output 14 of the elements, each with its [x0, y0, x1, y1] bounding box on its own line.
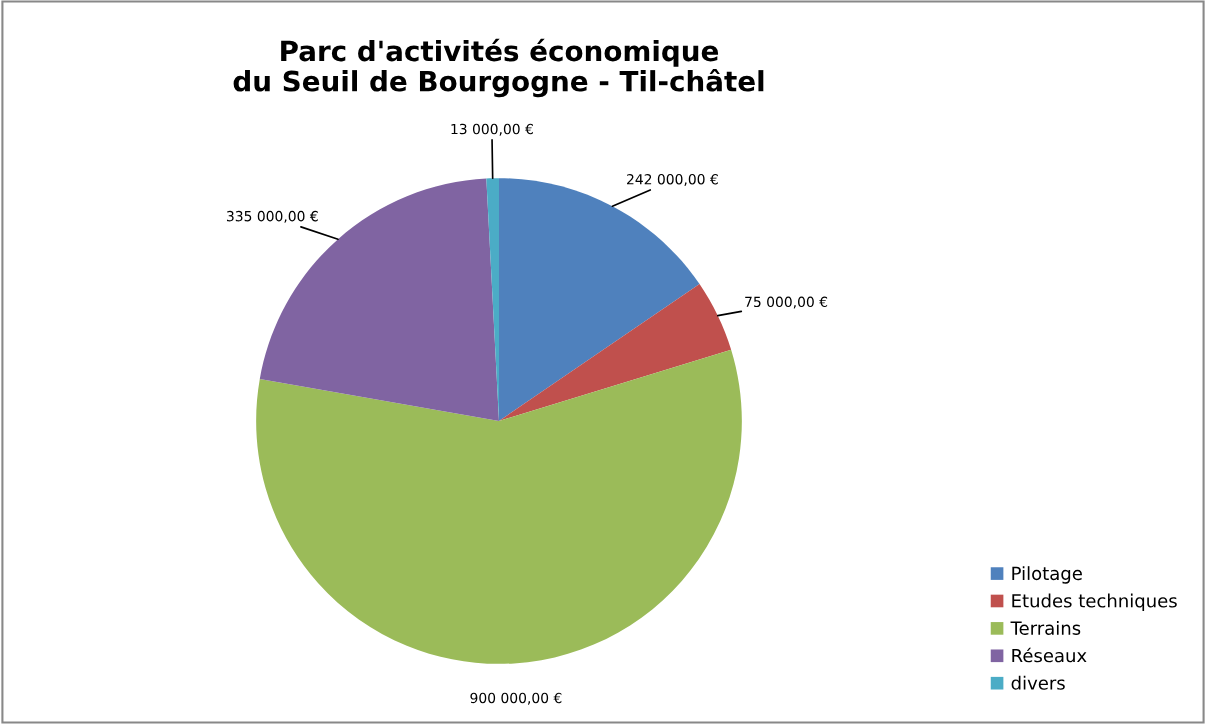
legend-label: Pilotage	[1012, 566, 1082, 584]
legend-label: Etudes techniques	[1012, 593, 1177, 612]
legend-label: Terrains	[1010, 620, 1081, 635]
legend-label: divers	[1011, 675, 1065, 690]
data-label: 75 000,00 €	[745, 296, 828, 309]
pie-slice	[256, 349, 742, 664]
legend-label: Réseaux	[1012, 647, 1087, 663]
chart-title: Parc d'activités économique du Seuil de Bourgogne - Til-châtel	[233, 38, 764, 98]
pie-slice	[499, 284, 732, 421]
data-label: 13 000,00 €	[451, 123, 533, 136]
data-label: 335 000,00 €	[226, 210, 318, 223]
pie-slice	[259, 178, 499, 421]
data-label: 242 000,00 €	[627, 173, 718, 186]
data-label: 900 000,00 €	[470, 692, 562, 705]
